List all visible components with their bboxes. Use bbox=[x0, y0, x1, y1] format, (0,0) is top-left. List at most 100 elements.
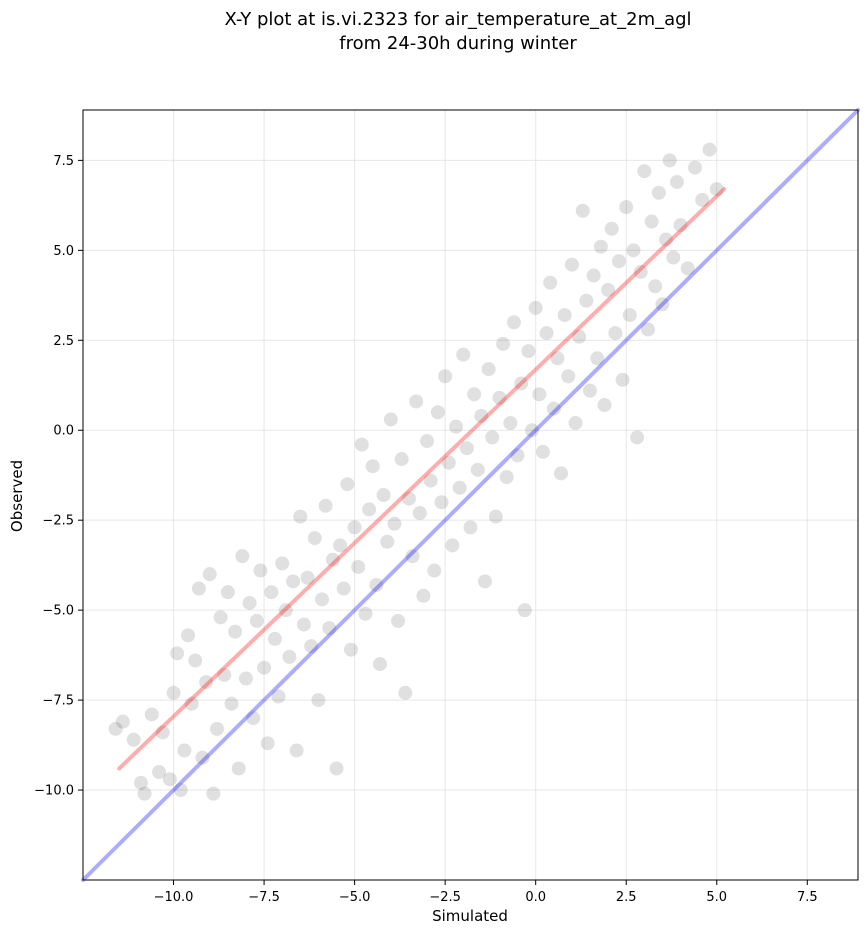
data-point bbox=[133, 775, 148, 790]
data-point bbox=[108, 721, 123, 736]
data-point bbox=[144, 707, 159, 722]
data-point bbox=[340, 477, 355, 492]
data-point bbox=[615, 372, 630, 387]
data-point bbox=[637, 164, 652, 179]
data-point bbox=[626, 243, 641, 258]
data-point bbox=[470, 462, 485, 477]
data-point bbox=[137, 786, 152, 801]
data-point bbox=[601, 282, 616, 297]
data-point bbox=[514, 376, 529, 391]
data-point bbox=[271, 689, 286, 704]
data-point bbox=[329, 761, 344, 776]
data-point bbox=[300, 570, 315, 585]
data-point bbox=[648, 279, 663, 294]
data-point bbox=[224, 696, 239, 711]
data-point bbox=[181, 628, 196, 643]
data-point bbox=[238, 671, 253, 686]
data-point bbox=[441, 455, 456, 470]
x-tick-label: 2.5 bbox=[616, 890, 637, 905]
data-point bbox=[539, 326, 554, 341]
data-point bbox=[275, 556, 290, 571]
data-point bbox=[557, 308, 572, 323]
x-tick-label: 0.0 bbox=[525, 890, 546, 905]
data-point bbox=[449, 419, 464, 434]
data-point bbox=[217, 667, 232, 682]
data-point bbox=[242, 595, 257, 610]
data-point bbox=[583, 383, 598, 398]
data-point bbox=[510, 448, 525, 463]
data-point bbox=[604, 221, 619, 236]
data-point bbox=[438, 369, 453, 384]
data-point bbox=[561, 369, 576, 384]
data-point bbox=[430, 405, 445, 420]
y-tick-label: −10.0 bbox=[34, 784, 74, 799]
data-point bbox=[427, 563, 442, 578]
data-point bbox=[372, 657, 387, 672]
data-point bbox=[398, 685, 413, 700]
data-point bbox=[651, 185, 666, 200]
y-axis-label: Observed bbox=[8, 460, 26, 532]
data-point bbox=[619, 200, 634, 215]
x-tick-label: −2.5 bbox=[429, 890, 461, 905]
data-point bbox=[199, 675, 214, 690]
data-point bbox=[575, 203, 590, 218]
scatter-points bbox=[108, 142, 724, 801]
data-point bbox=[695, 192, 710, 207]
data-point bbox=[213, 610, 228, 625]
data-point bbox=[351, 559, 366, 574]
data-point bbox=[188, 653, 203, 668]
data-point bbox=[173, 783, 188, 798]
x-tick-label: −7.5 bbox=[248, 890, 280, 905]
data-point bbox=[669, 174, 684, 189]
plot-area bbox=[83, 110, 858, 880]
y-tick-label: 7.5 bbox=[53, 154, 74, 169]
grid-lines bbox=[83, 110, 858, 880]
y-tick-label: 2.5 bbox=[53, 334, 74, 349]
reference-lines bbox=[81, 108, 860, 882]
data-point bbox=[709, 182, 724, 197]
data-point bbox=[289, 743, 304, 758]
data-point bbox=[260, 736, 275, 751]
data-point bbox=[257, 660, 272, 675]
data-point bbox=[343, 642, 358, 657]
regression-line bbox=[117, 187, 727, 771]
data-point bbox=[445, 538, 460, 553]
x-tick-label: −5.0 bbox=[339, 890, 371, 905]
data-point bbox=[496, 336, 511, 351]
data-point bbox=[412, 505, 427, 520]
data-point bbox=[325, 552, 340, 567]
data-point bbox=[391, 613, 406, 628]
data-point bbox=[347, 520, 362, 535]
data-point bbox=[333, 538, 348, 553]
data-point bbox=[485, 430, 500, 445]
data-point bbox=[354, 437, 369, 452]
x-tick-label: 7.5 bbox=[797, 890, 818, 905]
data-point bbox=[278, 603, 293, 618]
data-point bbox=[463, 520, 478, 535]
data-point bbox=[220, 585, 235, 600]
data-point bbox=[477, 574, 492, 589]
data-point bbox=[702, 142, 717, 157]
data-point bbox=[492, 390, 507, 405]
data-point bbox=[640, 322, 655, 337]
data-point bbox=[630, 430, 645, 445]
data-point bbox=[488, 509, 503, 524]
x-axis-ticks: −10.0 −7.5 −5.0 −2.5 0.0 2.5 5.0 7.5 bbox=[154, 880, 818, 905]
data-point bbox=[564, 257, 579, 272]
y-tick-label: −7.5 bbox=[42, 694, 74, 709]
data-point bbox=[202, 567, 217, 582]
y-tick-label: −2.5 bbox=[42, 514, 74, 529]
data-point bbox=[184, 696, 199, 711]
data-point bbox=[152, 765, 167, 780]
data-point bbox=[228, 624, 243, 639]
identity-line bbox=[81, 108, 860, 882]
data-point bbox=[304, 639, 319, 654]
data-point bbox=[409, 394, 424, 409]
data-point bbox=[162, 772, 177, 787]
data-point bbox=[394, 452, 409, 467]
data-point bbox=[296, 617, 311, 632]
data-point bbox=[362, 502, 377, 517]
data-point bbox=[688, 160, 703, 175]
data-point bbox=[662, 153, 677, 168]
